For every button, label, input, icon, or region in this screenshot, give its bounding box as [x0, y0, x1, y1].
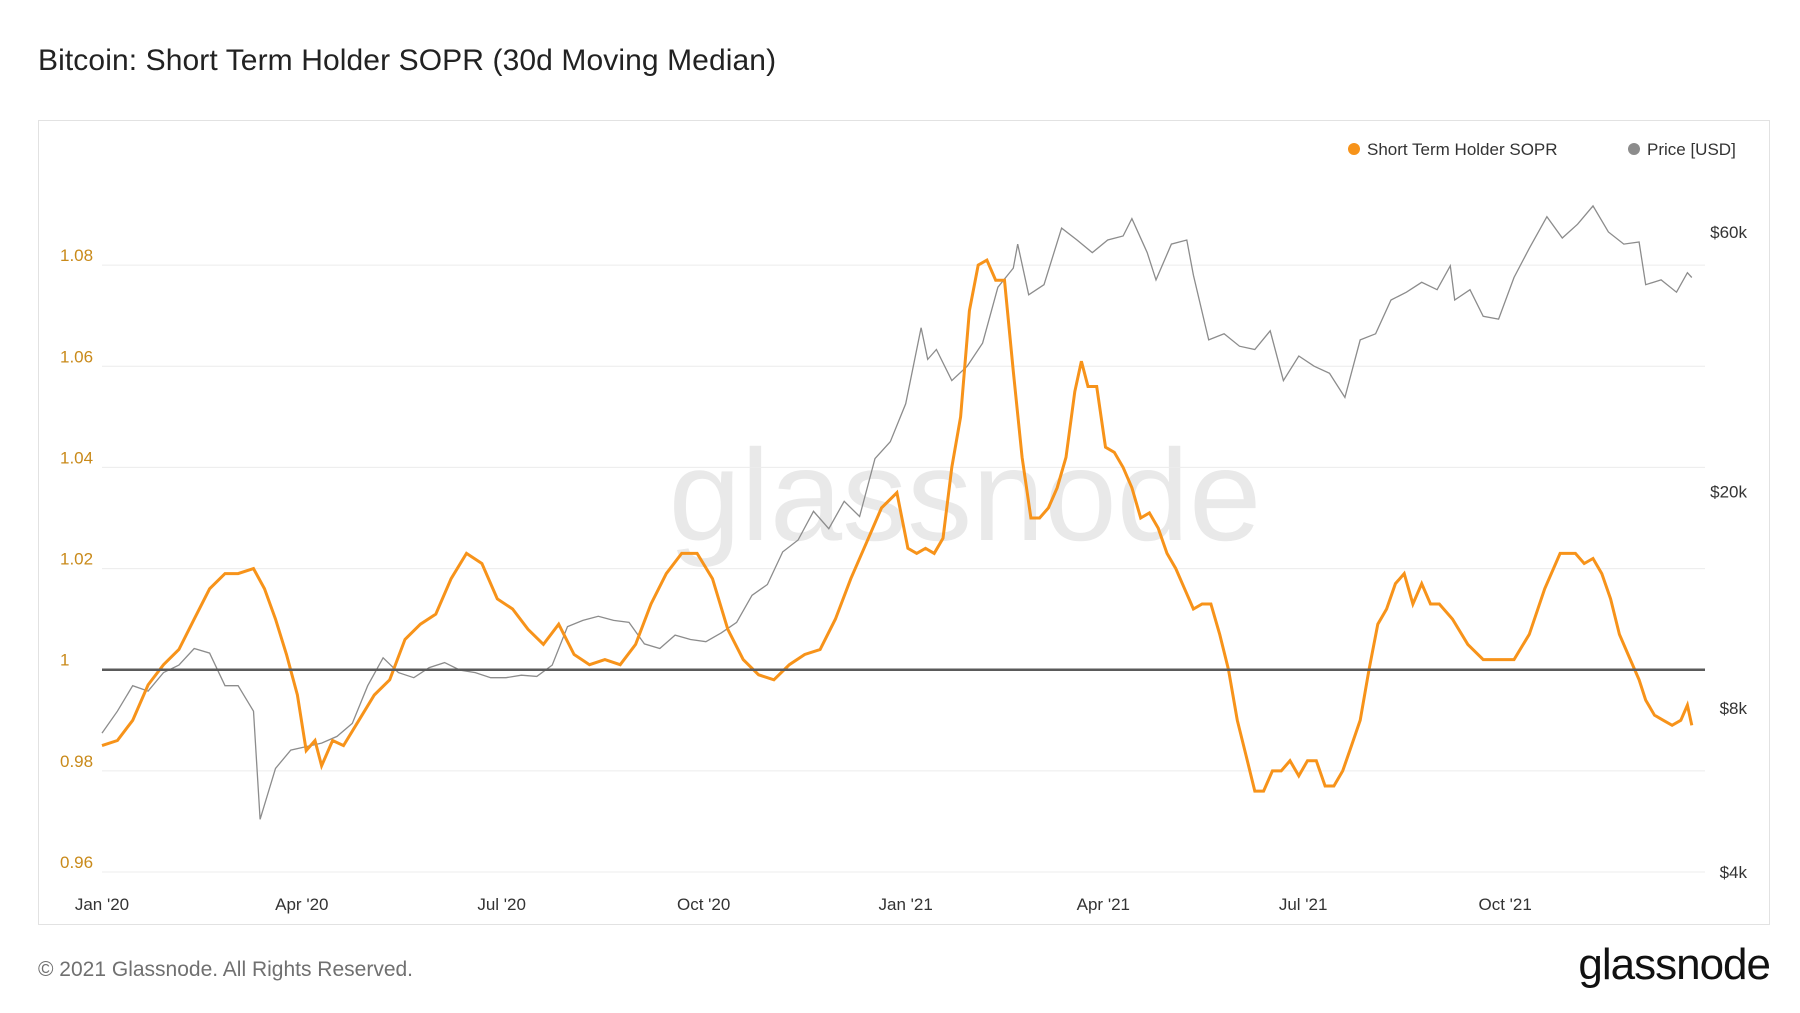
right-tick-label: $20k	[1710, 483, 1747, 502]
glassnode-logo[interactable]: glassnode	[1578, 940, 1771, 989]
x-axis: Jan '20 Apr '20 Jul '20 Oct '20 Jan '21 Apr '…	[75, 895, 1532, 914]
left-tick-label: 1.04	[60, 448, 93, 467]
watermark-logo: glassnode	[669, 422, 1262, 568]
grid-lines	[102, 264, 1705, 873]
legend-label-price: Price [USD]	[1647, 140, 1736, 159]
x-tick-label: Jan '20	[75, 895, 129, 914]
copyright-text: © 2021 Glassnode. All Rights Reserved.	[38, 958, 414, 981]
sopr-series-line	[101, 257, 1694, 793]
x-tick-label: Oct '21	[1479, 895, 1532, 914]
left-tick-label: 1.02	[60, 550, 93, 569]
chart-panel	[38, 120, 1770, 925]
price-series-line	[101, 204, 1693, 820]
legend: Short Term Holder SOPR Price [USD]	[1348, 140, 1736, 159]
x-tick-label: Apr '20	[275, 895, 328, 914]
x-tick-label: Oct '20	[677, 895, 730, 914]
chart-title: Bitcoin: Short Term Holder SOPR (30d Mov…	[38, 44, 777, 77]
right-axis: $4k $8k $20k $60k	[1710, 223, 1747, 882]
right-tick-label: $4k	[1720, 863, 1748, 882]
x-tick-label: Jan '21	[879, 895, 933, 914]
legend-item-price[interactable]: Price [USD]	[1628, 140, 1736, 159]
legend-item-sopr[interactable]: Short Term Holder SOPR	[1348, 140, 1558, 159]
right-tick-label: $8k	[1720, 699, 1748, 718]
x-tick-label: Jul '21	[1279, 895, 1328, 914]
legend-dot-sopr	[1348, 143, 1360, 155]
left-axis: 0.96 0.98 1 1.02 1.04 1.06 1.08	[60, 246, 93, 872]
left-tick-label: 1	[60, 651, 69, 670]
x-tick-label: Apr '21	[1077, 895, 1130, 914]
left-tick-label: 1.08	[60, 246, 93, 265]
x-tick-label: Jul '20	[477, 895, 526, 914]
left-tick-label: 0.98	[60, 752, 93, 771]
left-tick-label: 1.06	[60, 347, 93, 366]
legend-label-sopr: Short Term Holder SOPR	[1367, 140, 1558, 159]
legend-dot-price	[1628, 143, 1640, 155]
left-tick-label: 0.96	[60, 853, 93, 872]
right-tick-label: $60k	[1710, 223, 1747, 242]
